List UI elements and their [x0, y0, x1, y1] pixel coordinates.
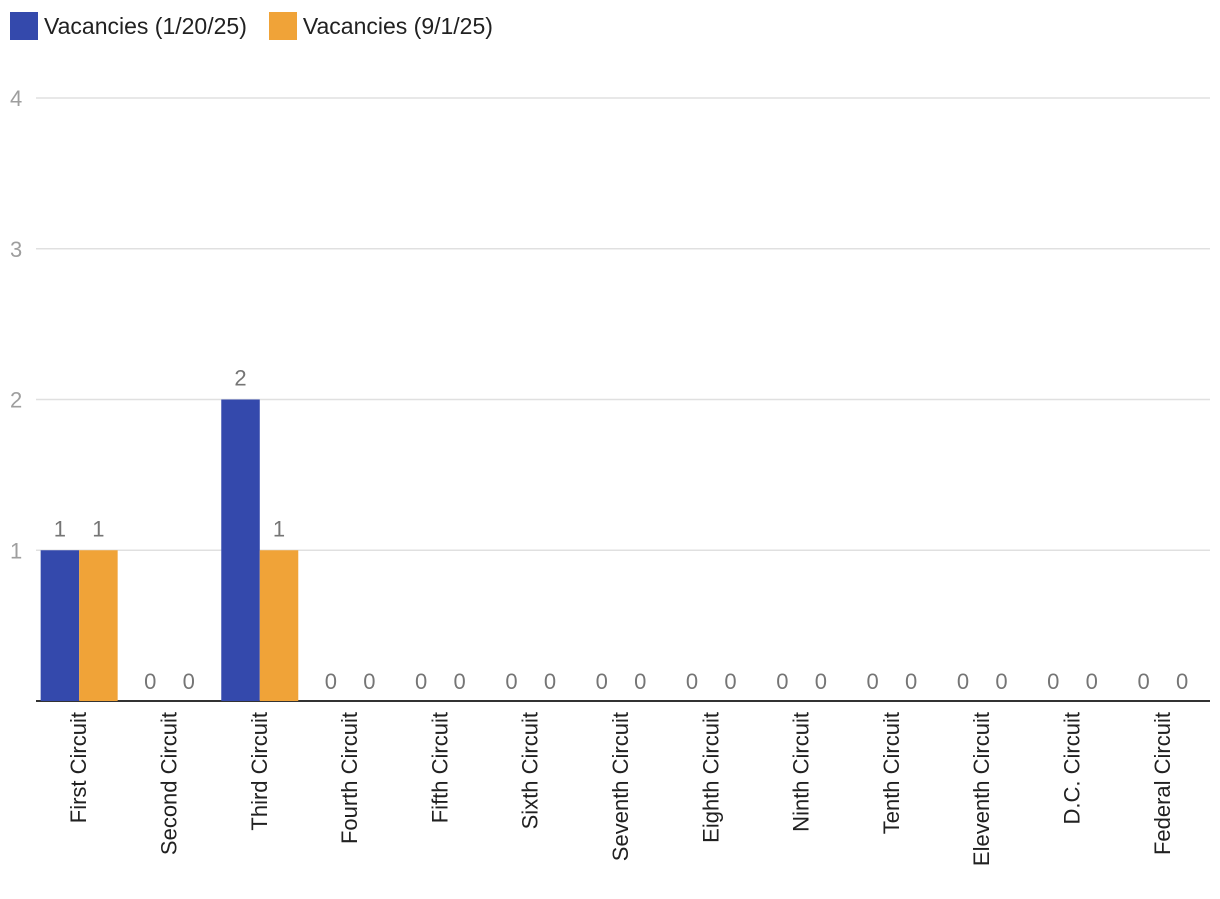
data-label: 0: [1086, 669, 1098, 694]
y-tick-label: 4: [10, 86, 22, 111]
data-label: 0: [995, 669, 1007, 694]
data-label: 0: [815, 669, 827, 694]
legend-item-series-1[interactable]: Vacancies (1/20/25): [10, 12, 247, 40]
data-label: 1: [54, 516, 66, 541]
data-label: 0: [363, 669, 375, 694]
x-tick-label: Ninth Circuit: [789, 712, 814, 832]
x-tick-label: Second Circuit: [156, 712, 181, 855]
data-label: 0: [905, 669, 917, 694]
x-tick-label: Eighth Circuit: [698, 712, 723, 843]
bar: [40, 550, 80, 701]
chart-legend: Vacancies (1/20/25) Vacancies (9/1/25): [10, 12, 515, 40]
data-label: 0: [1047, 669, 1059, 694]
y-tick-label: 2: [10, 388, 22, 413]
data-label: 0: [454, 669, 466, 694]
x-tick-label: Federal Circuit: [1150, 712, 1175, 855]
data-label: 0: [634, 669, 646, 694]
data-label: 0: [724, 669, 736, 694]
x-tick-label: Eleventh Circuit: [969, 712, 994, 866]
legend-swatch-series-2: [268, 12, 297, 40]
data-label: 0: [415, 669, 427, 694]
bar: [79, 550, 118, 701]
x-tick-label: First Circuit: [66, 712, 91, 823]
x-tick-label: Tenth Circuit: [879, 712, 904, 834]
x-tick-label: Fifth Circuit: [427, 712, 452, 823]
data-label: 0: [325, 669, 337, 694]
data-label: 0: [183, 669, 195, 694]
data-label: 0: [686, 669, 698, 694]
y-tick-label: 1: [10, 538, 22, 563]
x-tick-label: Sixth Circuit: [518, 712, 543, 829]
data-label: 1: [92, 516, 104, 541]
x-tick-label: Fourth Circuit: [337, 712, 362, 844]
data-label: 0: [1176, 669, 1188, 694]
legend-item-series-2[interactable]: Vacancies (9/1/25): [268, 12, 493, 40]
data-label: 0: [957, 669, 969, 694]
data-label: 0: [1137, 669, 1149, 694]
data-label: 0: [144, 669, 156, 694]
data-label: 0: [867, 669, 879, 694]
legend-label-series-2: Vacancies (9/1/25): [302, 12, 493, 39]
x-tick-label: Third Circuit: [247, 712, 272, 831]
x-tick-label: D.C. Circuit: [1060, 712, 1085, 824]
y-tick-label: 3: [10, 237, 22, 262]
data-label: 0: [776, 669, 788, 694]
data-label: 0: [596, 669, 608, 694]
data-label: 0: [544, 669, 556, 694]
x-tick-label: Seventh Circuit: [608, 712, 633, 861]
legend-swatch-series-1: [10, 12, 38, 40]
bar: [259, 550, 299, 701]
data-label: 1: [273, 516, 285, 541]
data-label: 0: [505, 669, 517, 694]
bar: [221, 399, 260, 701]
data-label: 2: [234, 366, 246, 391]
legend-label-series-1: Vacancies (1/20/25): [44, 12, 247, 39]
